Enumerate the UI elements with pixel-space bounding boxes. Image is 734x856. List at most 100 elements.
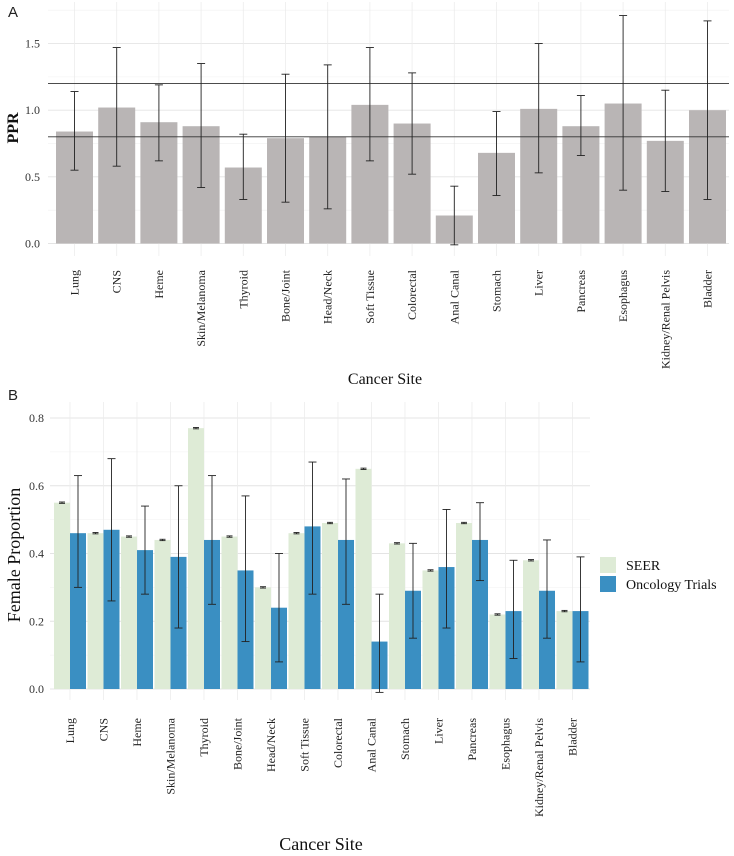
panel-a-x-tick-label-soft-tissue: Soft Tissue (363, 270, 377, 324)
panel-a-x-tick-label-pancreas: Pancreas (574, 270, 588, 313)
legend: SEER Oncology Trials (600, 557, 717, 593)
panel-b-error-bar-oncology-trials-cns (107, 458, 116, 602)
panel-a-y-tick-label: 1.5 (25, 37, 40, 51)
panel-b-error-bar-oncology-trials-pancreas (476, 502, 484, 582)
panel-b-x-tick-label-cns: CNS (97, 718, 111, 741)
panel-a-x-tick-label-bladder: Bladder (701, 270, 715, 308)
panel-b-error-bar-oncology-trials-bone-joint (241, 495, 250, 643)
panel-b-x-tick-label-lung: Lung (63, 718, 77, 743)
panel-a-x-tick-label-kidney-renal-pelvis: Kidney/Renal Pelvis (658, 270, 672, 369)
panel-a-error-bar-esophagus (619, 15, 628, 191)
panel-b-y-tick-label: 0.2 (29, 614, 44, 628)
panel-b-error-bar-seer-kidney-renal-pelvis (528, 559, 534, 562)
panel-b-bar-seer-thyroid (188, 428, 204, 689)
panel-b-error-bar-seer-esophagus (494, 613, 501, 616)
panel-a-error-bar-cns (112, 47, 121, 167)
panel-a-error-bar-skin-melanoma (197, 63, 206, 188)
panel-b-error-bar-seer-thyroid (193, 427, 199, 430)
panel-a-y-axis-label: PPR (5, 112, 22, 144)
panel-b-bar-seer-cns (87, 533, 104, 689)
panel-a-x-tick-label-liver: Liver (532, 270, 546, 296)
panel-b-x-tick-label-bladder: Bladder (566, 718, 580, 756)
panel-b-bar-oncology-trials-thyroid (204, 539, 220, 689)
panel-b-bar-oncology-trials-stomach (405, 590, 421, 689)
panel-b-error-bar-oncology-trials-liver (442, 509, 451, 629)
panel-b-bar-seer-colorectal (322, 523, 338, 689)
panel-b-bar-oncology-trials-kidney-renal-pelvis (539, 590, 555, 689)
panel-b-x-tick-label-thyroid: Thyroid (197, 718, 211, 757)
panel-b-bar-oncology-trials-colorectal (338, 539, 354, 689)
panel-a-x-tick-label-anal-canal: Anal Canal (447, 269, 461, 324)
panel-a-x-tick-label-head-neck: Head/Neck (321, 270, 335, 324)
panel-b-error-bar-oncology-trials-skin-melanoma (174, 485, 183, 629)
panel-b-error-bar-seer-liver (427, 569, 434, 572)
legend-swatch-seer (600, 557, 616, 573)
panel-a-error-bar-pancreas (576, 95, 585, 156)
panel-b-error-bar-seer-pancreas (461, 521, 467, 525)
panel-a-error-bar-liver (534, 43, 543, 174)
panel-b-error-bar-seer-colorectal (327, 521, 333, 525)
panel-b-error-bar-oncology-trials-lung (74, 475, 82, 588)
panel-b-error-bar-seer-stomach (394, 542, 400, 545)
panel-b-bar-oncology-trials-lung (70, 533, 86, 689)
panel-b-error-bar-oncology-trials-thyroid (208, 475, 216, 605)
panel-b-bar-seer-head-neck (255, 587, 271, 689)
panel-b-x-tick-label-bone-joint: Bone/Joint (231, 717, 245, 770)
panel-b-x-axis-label: Cancer Site (279, 834, 362, 854)
panel-a-x-tick-label-cns: CNS (110, 270, 124, 293)
panel-a-error-bar-thyroid (239, 133, 248, 200)
panel-b-error-bar-oncology-trials-soft-tissue (308, 461, 317, 595)
panel-a-x-tick-label-stomach: Stomach (490, 270, 504, 312)
panel-a-error-bar-anal-canal (450, 185, 459, 246)
panel-b-bar-seer-stomach (389, 543, 405, 689)
panel-a-y-tick-label: 0.5 (25, 170, 40, 184)
panel-b-x-tick-label-esophagus: Esophagus (499, 718, 513, 770)
panel-b-x-tick-label-heme: Heme (130, 718, 144, 747)
panel-b-error-bar-oncology-trials-kidney-renal-pelvis (543, 539, 551, 639)
panel-a-error-bar-colorectal (408, 72, 417, 175)
panel-a-x-tick-label-skin-melanoma: Skin/Melanoma (194, 269, 208, 346)
panel-b-y-tick-label: 0.8 (29, 411, 44, 425)
panel-b-bar-seer-pancreas (456, 523, 472, 689)
panel-b-error-bar-seer-skin-melanoma (159, 538, 166, 542)
panel-b-error-bar-oncology-trials-bladder (576, 556, 585, 663)
panel-a-label: A (8, 4, 18, 21)
panel-b-bar-seer-bladder (556, 611, 573, 689)
panel-b-y-tick-label: 0.6 (29, 479, 44, 493)
panel-b-bar-oncology-trials-pancreas (472, 539, 488, 689)
panel-a-x-tick-label-lung: Lung (68, 270, 82, 295)
panel-b-bar-seer-anal-canal (355, 468, 372, 689)
panel-b-error-bar-seer-bladder (561, 609, 568, 613)
panel-a-error-bar-stomach (492, 111, 501, 196)
panel-b-label: B (8, 387, 18, 404)
legend-label-oncology-trials: Oncology Trials (626, 578, 717, 593)
legend-label-seer: SEER (626, 559, 661, 574)
panel-a-x-tick-label-colorectal: Colorectal (405, 269, 419, 320)
panel-b-x-tick-label-soft-tissue: Soft Tissue (298, 718, 312, 772)
panel-b-error-bar-oncology-trials-anal-canal (375, 593, 384, 693)
panel-b-x-tick-label-pancreas: Pancreas (465, 718, 479, 761)
panel-b-y-axis-label: Female Proportion (4, 488, 24, 622)
panel-b-error-bar-seer-bone-joint (226, 535, 233, 538)
panel-b-x-tick-label-head-neck: Head/Neck (264, 718, 278, 772)
panel-b-error-bar-seer-head-neck (260, 586, 266, 589)
panel-a-error-bar-heme (154, 84, 163, 162)
panel-a-x-tick-label-esophagus: Esophagus (616, 270, 630, 322)
panel-b-bar-seer-heme (121, 536, 137, 689)
panel-b-x-tick-label-stomach: Stomach (398, 718, 412, 760)
panel-a-error-bar-bladder (703, 20, 712, 200)
panel-b-error-bar-seer-soft-tissue (293, 532, 300, 535)
panel-b-y-tick-label: 0.4 (29, 547, 44, 561)
panel-b-x-tick-label-skin-melanoma: Skin/Melanoma (164, 717, 178, 794)
panel-a-error-bar-kidney-renal-pelvis (661, 89, 670, 192)
panel-b-error-bar-oncology-trials-head-neck (275, 553, 283, 663)
panel-b-bar-seer-skin-melanoma (154, 539, 171, 689)
panel-b-x-tick-label-anal-canal: Anal Canal (365, 717, 379, 772)
panel-b-bar-oncology-trials-heme (137, 550, 153, 689)
panel-b-error-bar-oncology-trials-heme (141, 505, 149, 595)
panel-b-bar-seer-lung (54, 502, 70, 689)
panel-a-plot: 0.0 0.5 1.0 1.5 Lung CNS Heme Skin/Melanoma Thyr… (25, 2, 729, 369)
panel-b-bar-oncology-trials-cns (103, 529, 120, 689)
panel-b-error-bar-oncology-trials-esophagus (509, 559, 518, 659)
